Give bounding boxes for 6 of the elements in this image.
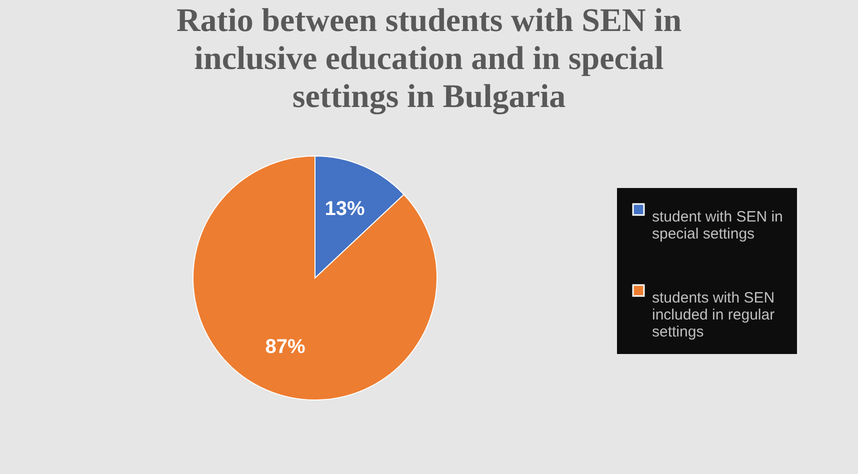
legend-label: students with SEN included in regular settings (652, 290, 775, 340)
chart-title: Ratio between students with SEN in inclusive education and in special settings in Bulgaria (176, 3, 682, 115)
data-label: 87% (265, 336, 306, 358)
legend-label: student with SEN in special settings (652, 208, 783, 242)
pie-slice (192, 156, 438, 400)
data-label: 13% (324, 198, 366, 220)
